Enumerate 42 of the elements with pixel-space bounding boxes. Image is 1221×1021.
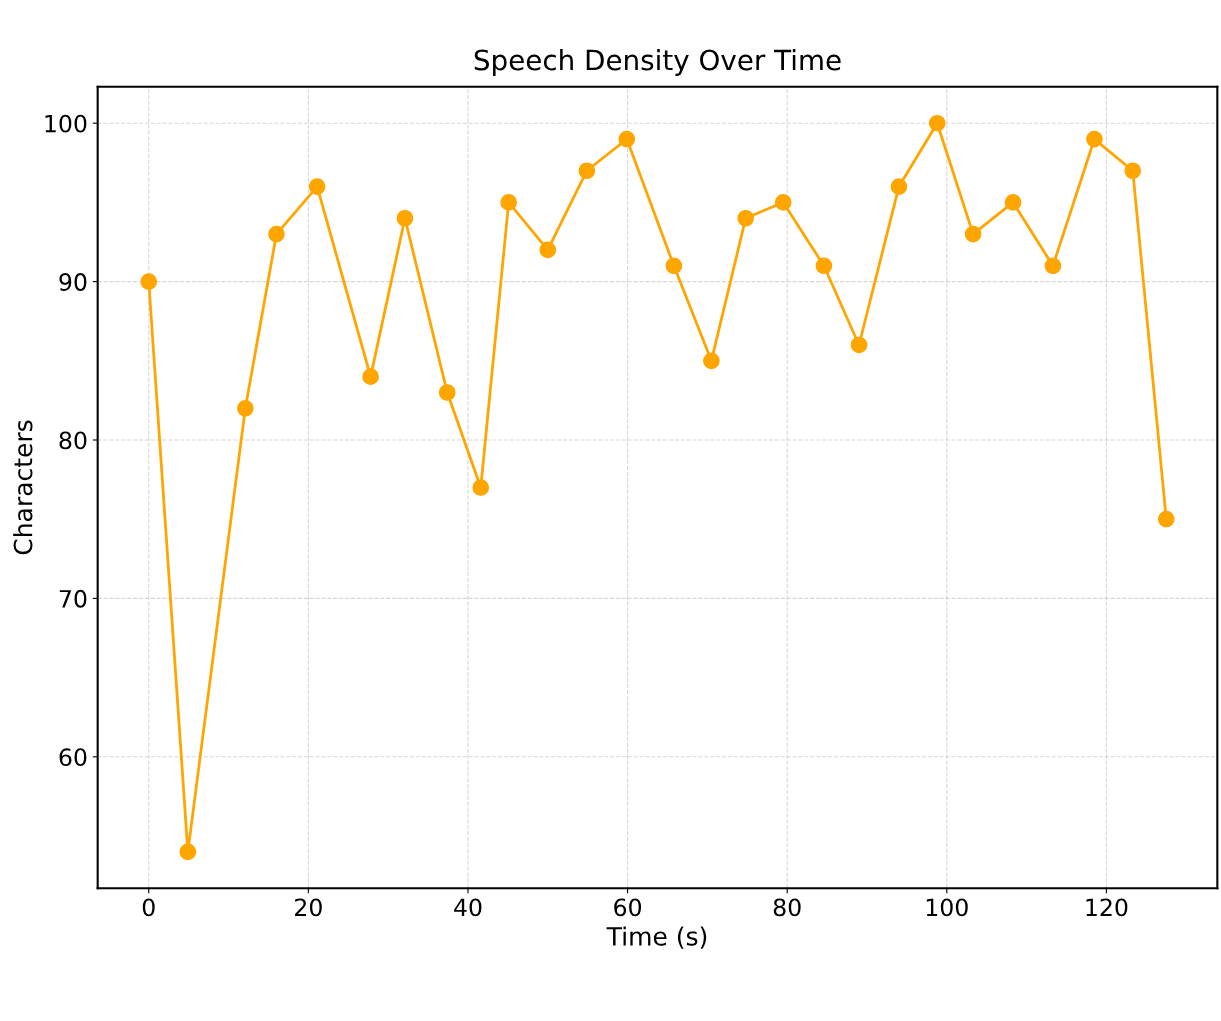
- point: [539, 241, 557, 259]
- point: [850, 336, 868, 354]
- point: [438, 384, 456, 401]
- point: [500, 194, 518, 211]
- point: [308, 178, 326, 195]
- y-tick-label: 70: [59, 589, 87, 608]
- point: [362, 368, 379, 385]
- x-tick-label: 0: [142, 898, 155, 917]
- point: [1124, 162, 1142, 180]
- point: [737, 209, 755, 227]
- point: [1004, 194, 1022, 211]
- chart-title: Speech Density Over Time: [474, 49, 841, 76]
- point: [396, 209, 414, 227]
- x-tick-label: 120: [1086, 898, 1128, 917]
- point: [815, 257, 833, 275]
- point: [928, 114, 946, 132]
- point: [703, 352, 720, 370]
- point: [179, 843, 197, 861]
- point: [140, 273, 158, 290]
- point: [964, 225, 982, 243]
- x-tick-label: 20: [295, 898, 322, 917]
- point: [1157, 510, 1175, 528]
- x-tick-label: 80: [773, 898, 801, 917]
- point: [1086, 130, 1103, 148]
- point: [665, 257, 683, 275]
- x-axis-title: Time (s): [606, 926, 707, 949]
- x-tick-label: 60: [614, 898, 642, 917]
- point: [618, 130, 636, 148]
- x-tick-label: 40: [454, 898, 482, 917]
- point: [1044, 257, 1062, 275]
- point: [890, 178, 908, 195]
- point: [472, 479, 490, 496]
- y-tick-label: 100: [45, 114, 87, 133]
- y-tick-label: 60: [59, 748, 87, 767]
- y-tick-label: 80: [59, 431, 87, 450]
- x-tick-label: 100: [926, 898, 968, 917]
- point: [774, 194, 792, 211]
- point: [236, 399, 254, 417]
- point: [578, 162, 596, 180]
- y-tick-label: 90: [59, 273, 87, 291]
- point: [268, 225, 285, 243]
- y-axis-title: Characters: [13, 420, 33, 555]
